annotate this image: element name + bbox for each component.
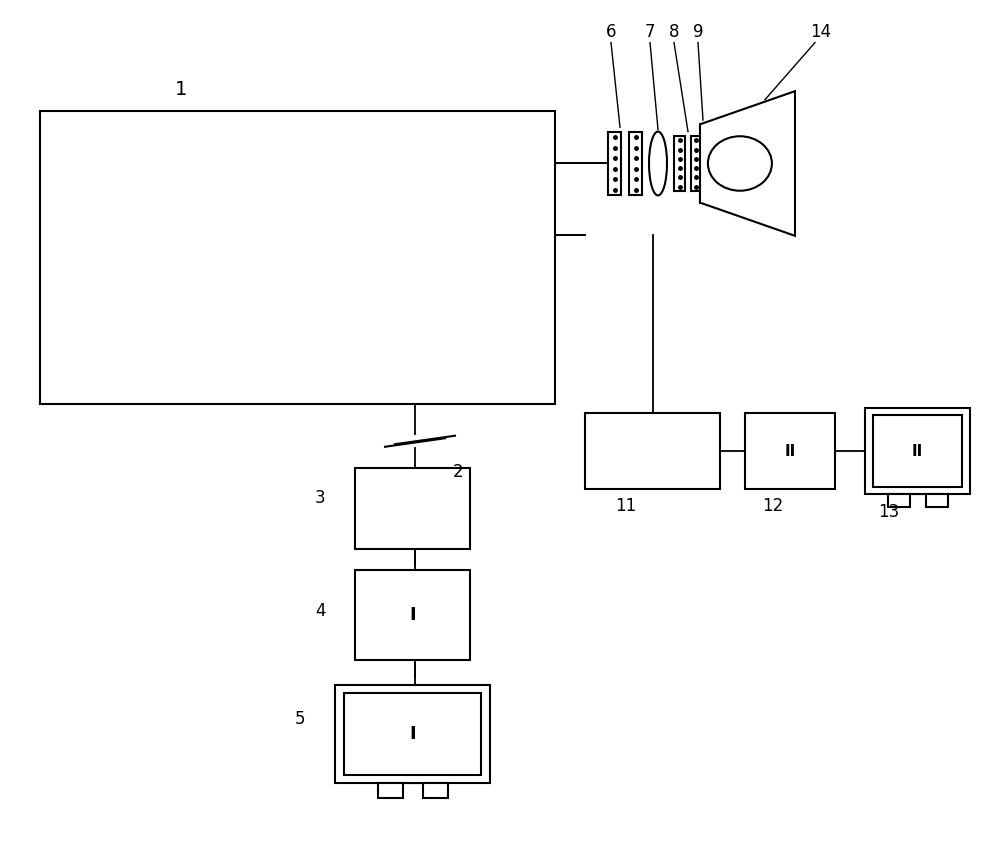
Text: 2: 2 [453, 463, 464, 482]
Text: I: I [409, 606, 416, 624]
Text: 12: 12 [762, 497, 783, 516]
Ellipse shape [649, 132, 667, 196]
Bar [691, 136, 702, 191]
Bar [344, 693, 481, 775]
Bar [378, 783, 402, 798]
Bar [423, 783, 448, 798]
Text: II: II [784, 443, 796, 459]
Text: 11: 11 [615, 497, 636, 516]
Text: 8: 8 [669, 23, 680, 42]
Text: II: II [912, 443, 923, 459]
Polygon shape [700, 91, 795, 236]
Text: 1: 1 [175, 80, 187, 99]
Ellipse shape [708, 136, 772, 191]
Text: 3: 3 [315, 488, 326, 507]
Text: 13: 13 [878, 503, 899, 522]
Bar [745, 413, 835, 489]
Bar [585, 413, 720, 489]
Text: 9: 9 [693, 23, 704, 42]
Text: 5: 5 [295, 710, 306, 728]
Bar [355, 468, 470, 549]
Bar [888, 494, 910, 507]
Text: 14: 14 [810, 23, 831, 42]
Bar [335, 685, 490, 783]
Text: 6: 6 [606, 23, 616, 42]
Text: 4: 4 [315, 602, 326, 620]
Bar [674, 136, 685, 191]
Bar [926, 494, 948, 507]
Bar [355, 570, 470, 660]
Bar [40, 111, 555, 404]
Bar [873, 415, 962, 487]
Bar [608, 132, 621, 196]
Text: I: I [409, 725, 416, 743]
Text: 7: 7 [645, 23, 656, 42]
Bar [629, 132, 642, 196]
Bar [865, 408, 970, 494]
